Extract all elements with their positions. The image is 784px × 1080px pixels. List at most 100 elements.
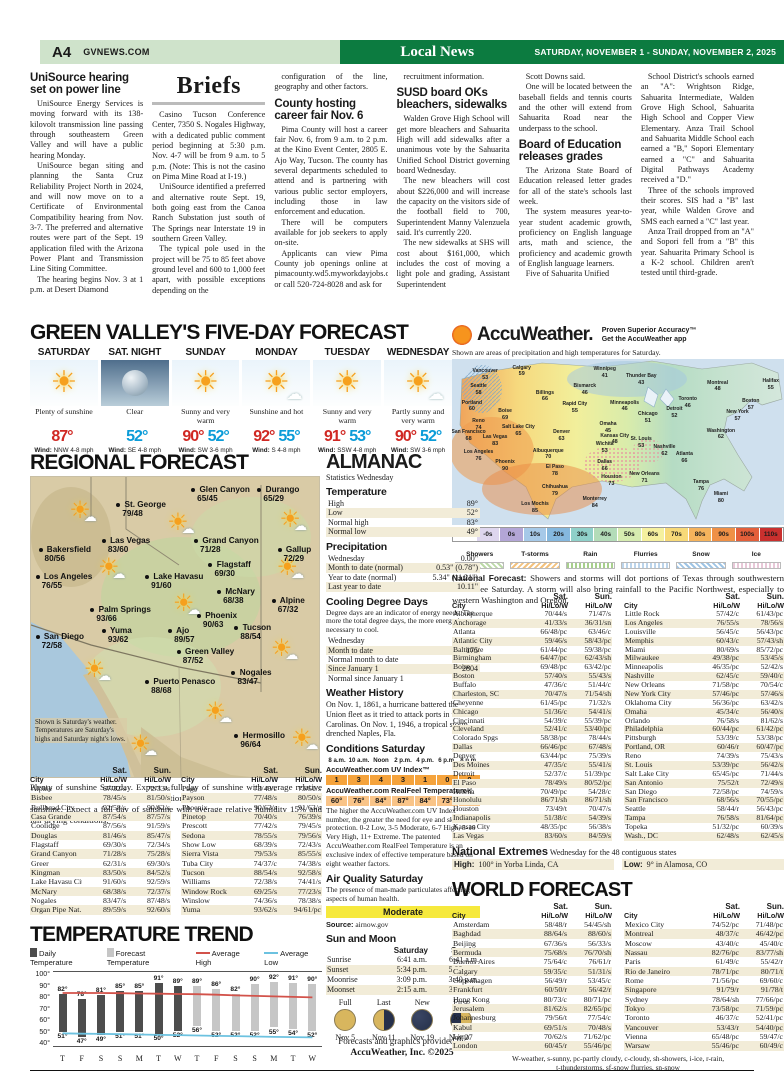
- low-label: 52°: [172, 1032, 183, 1040]
- time-label: 8 p.m.: [458, 757, 480, 764]
- precip-legend: Showers T-storms Rain Flurries: [452, 543, 784, 570]
- map-city-label: El Paso 78: [545, 464, 564, 477]
- day-description: Plenty of sunshine: [35, 407, 93, 416]
- high-temp: 90°: [182, 428, 204, 445]
- article-paragraph: The hearing begins Nov. 3 at 1 p.m. at D…: [30, 274, 144, 295]
- scale-cell: 0s: [500, 528, 524, 541]
- table-row: Seattle 58/44/r 56/43/pc: [625, 805, 783, 814]
- day-name: MONDAY: [255, 347, 298, 358]
- x-tick: M: [135, 1054, 143, 1063]
- table-row: Copenhagen 56/49/r 53/45/c: [453, 976, 611, 986]
- extremes-title: National Extremes Wednesday for the 48 c…: [452, 846, 677, 858]
- moon-phase: Last Nov 11: [365, 998, 404, 1042]
- map-city-label: Boise 69: [498, 407, 512, 421]
- high-label: 85°: [115, 982, 126, 990]
- trend-bar: [250, 984, 259, 1032]
- temperature-trend: TEMPERATURE TREND Daily Temperature Fore…: [30, 924, 322, 1063]
- edition-date: SATURDAY, NOVEMBER 1 - SUNDAY, NOVEMBER …: [534, 47, 776, 57]
- page-number: A4: [52, 43, 72, 61]
- article-paragraph: Casino Tucson Conference Center, 7350 S.…: [152, 110, 266, 181]
- high-label: 81°: [95, 987, 106, 995]
- table-row: St. Louis 53/39/pc 56/42/s: [624, 760, 784, 770]
- accuweather-panel: AccuWeather. Proven Superior Accuracy™ Ge…: [452, 324, 784, 606]
- realfeel-cell: 73°: [436, 795, 458, 806]
- forecast-day-card: TUESDAY ☀ ☁ Sunny and very warm 91°53° W…: [313, 347, 382, 454]
- table-row: Atlantic City 59/46/s 58/43/pc: [452, 636, 612, 646]
- sun-icon: ☀ ☁: [129, 730, 158, 759]
- extremes-values: High: 100° in Yorba Linda, CA Low: 9° in…: [452, 859, 784, 870]
- table-header: Sat. Sun.: [725, 902, 784, 911]
- y-tick: 40°: [39, 1040, 50, 1047]
- table-row: Cincinnati 54/39/c 55/39/pc: [453, 716, 611, 725]
- cloud-icon: ☁: [427, 384, 444, 403]
- day-wind: Wind: SE 4-8 mph: [108, 447, 161, 454]
- low-label: 49°: [95, 1035, 106, 1043]
- table-row: Baghdad 88/64/s 88/60/s: [452, 929, 612, 939]
- map-city-label: Phoenix 90/63: [197, 611, 237, 629]
- time-label: 4 p.m.: [416, 756, 434, 764]
- table-row: Sedona 78/55/s 79/56/s: [181, 830, 322, 841]
- us-map-graphic: [452, 359, 784, 525]
- article-paragraph: UniSource identified a preferred and alt…: [152, 182, 266, 243]
- low-label: 54°: [288, 1029, 299, 1037]
- article-paragraph: Scott Downs said.: [525, 72, 586, 81]
- map-city-label: Halifax 55: [762, 377, 779, 391]
- table-row: New York City 57/46/pc 57/46/s: [624, 689, 784, 699]
- table-row: Warsaw 55/46/pc 60/49/c: [624, 1041, 784, 1051]
- x-tick: T: [290, 1054, 296, 1063]
- table-header: Sat. Sun.: [263, 766, 322, 775]
- trend-bar: [269, 981, 278, 1028]
- articles-row: UniSource hearing set on power line UniS…: [30, 72, 754, 318]
- map-city-label: Vancouver 53: [472, 367, 498, 381]
- map-city-label: Seattle 58: [470, 382, 487, 396]
- uv-cell: 1: [414, 774, 436, 785]
- trend-legend: Daily Temperature Forecast Temperature A…: [30, 948, 322, 967]
- article-paragraph: Applicants can view Pima County job open…: [274, 248, 388, 289]
- article-paragraph: The Arizona State Board of Education rel…: [518, 166, 632, 207]
- legend-swatch: [565, 562, 615, 569]
- table-row: Tucson 88/54/s 92/58/s: [181, 868, 322, 878]
- cloud-icon: ☁: [98, 669, 112, 684]
- table-subheader: City Hi/Lo/W Hi/Lo/W: [30, 775, 171, 784]
- air-quality-badge: Moderate: [326, 905, 480, 918]
- low-label: 50°: [153, 1034, 164, 1042]
- table-row: Philadelphia 60/44/pc 61/42/pc: [624, 725, 784, 735]
- table-row: Yuma 93/62/s 94/61/pc: [181, 905, 322, 915]
- x-tick: T: [60, 1054, 65, 1063]
- map-caption: Shown is Saturday's weather. Temperature…: [35, 717, 127, 743]
- low-label: 47°: [76, 1038, 87, 1046]
- table-row: New Orleans 71/58/pc 70/54/c: [625, 681, 783, 689]
- avg-low-swatch: [264, 951, 279, 954]
- time-label: Noon: [373, 756, 389, 764]
- table-row: Las Vegas 83/60/s 84/59/s: [452, 831, 612, 841]
- uv-cell: 4: [370, 774, 392, 785]
- us-table-left: Sat. Sun. City Hi/Lo/W Hi/Lo/W Albuquerque 7…: [452, 592, 612, 841]
- map-note: Shown are areas of precipitation and hig…: [452, 348, 661, 357]
- table-row: Tokyo 73/58/pc 71/59/pc: [624, 1004, 784, 1014]
- trend-bar: [77, 999, 86, 1038]
- forecast-day-card: SAT. NIGHT ☀ ☁ Clear 52° Wind: SE 4-8 mp…: [100, 347, 169, 454]
- y-tick: 90°: [39, 982, 50, 990]
- article-headline: UniSource hearing set on power line: [30, 72, 129, 97]
- low-label: 51°: [134, 1033, 145, 1041]
- x-tick: W: [174, 1054, 182, 1063]
- table-row: Portland, OR 60/46/r 60/47/pc: [624, 743, 784, 752]
- world-table-left: Sat. Sun. City Hi/Lo/W Hi/Lo/W Amsterdam 58/…: [452, 902, 612, 1051]
- map-city-label: Chihuahua 79: [541, 484, 568, 497]
- table-row: Coolidge 87/56/s 91/59/s: [31, 821, 170, 831]
- table-row: Bisbee 78/45/s 81/50/s: [30, 793, 171, 803]
- map-city-label: Atlanta 66: [675, 450, 693, 464]
- article-col-3: configuration of the line, geography and…: [274, 72, 387, 318]
- table-row: Vancouver 53/43/r 54/40/pc: [624, 1022, 784, 1033]
- cloud-icon: ☁: [83, 510, 97, 525]
- stat-row: Year to date (normal) 5.34" (11.21"): [328, 572, 478, 582]
- map-city-label: Nashville 62: [653, 444, 676, 458]
- daily-swatch: [30, 948, 37, 957]
- masthead-left: A4 GVNEWS.COM: [40, 40, 340, 64]
- x-tick: W: [308, 1054, 317, 1063]
- table-row: El Paso 78/49/s 80/52/pc: [452, 778, 612, 788]
- legend-daily: Daily Temperature: [30, 948, 73, 967]
- world-title: WORLD FORECAST: [452, 879, 633, 901]
- trend-bar: [97, 995, 106, 1035]
- sun-moon-row: Moonrise 3:09 p.m. 3:40 p.m.: [327, 974, 479, 984]
